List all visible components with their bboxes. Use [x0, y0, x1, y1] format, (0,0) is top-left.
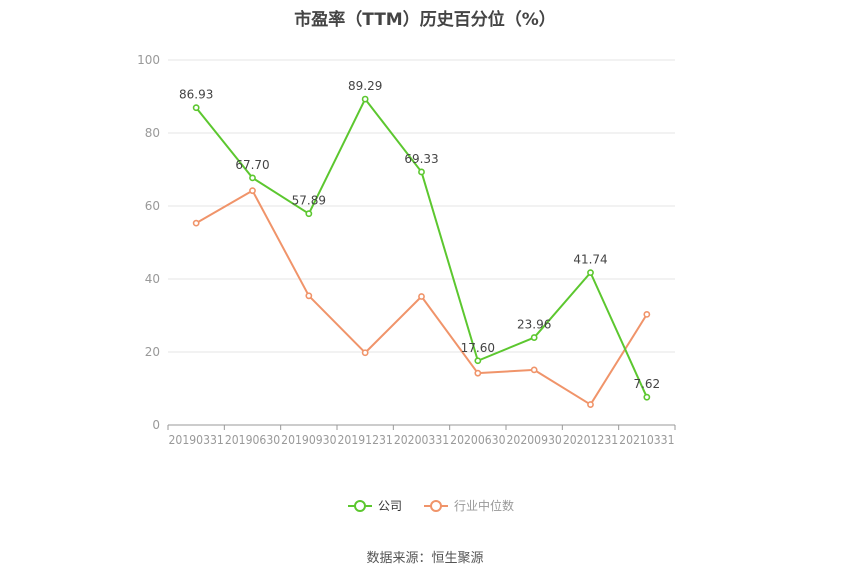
x-tick-label: 20190630 [225, 433, 280, 447]
grid-layer [168, 59, 675, 353]
series-layer [192, 95, 651, 408]
data-point [192, 104, 200, 112]
axis-layer: 0 20 40 60 80 100 20190331 20190630 20190930 2019… [137, 53, 676, 447]
data-label: 17.60 [461, 341, 495, 355]
data-point [418, 168, 425, 176]
y-tick-label: 0 [152, 418, 160, 432]
legend-label: 公司 [378, 499, 402, 513]
data-point [418, 293, 425, 300]
data-label: 69.33 [404, 152, 438, 166]
data-point [305, 292, 313, 300]
y-tick-label: 40 [145, 272, 160, 286]
data-point [361, 95, 369, 103]
data-point [474, 357, 482, 365]
x-tick-label: 20191231 [338, 433, 393, 447]
data-point [361, 349, 369, 357]
data-point [643, 393, 651, 401]
data-label-layer: 86.93 67.70 57.89 89.29 69.33 17.60 23.96 41.74… [179, 79, 660, 391]
data-point [530, 334, 538, 341]
legend-marker [430, 500, 442, 512]
y-tick-label: 20 [145, 345, 160, 359]
x-tick-label: 20190930 [281, 433, 336, 447]
data-point [587, 401, 594, 408]
data-label: 86.93 [179, 88, 213, 102]
source-note: 数据来源：恒生聚源 [366, 551, 484, 566]
legend-item-0[interactable]: 公司 [348, 499, 402, 513]
data-label: 7.62 [633, 377, 660, 391]
data-label: 89.29 [348, 79, 382, 93]
data-label: 23.96 [517, 318, 551, 332]
x-tick-label: 20190331 [169, 433, 224, 447]
data-label: 57.89 [292, 194, 326, 208]
y-tick-label: 80 [145, 126, 160, 140]
data-label: 41.74 [573, 253, 607, 267]
data-point [643, 311, 651, 318]
legend-marker [354, 500, 366, 512]
data-point [474, 369, 482, 377]
x-tick-label: 20201231 [563, 433, 618, 447]
x-tick-label: 20200930 [507, 433, 562, 447]
data-point [305, 210, 313, 218]
y-tick-label: 100 [137, 53, 160, 67]
data-label: 67.70 [235, 158, 269, 172]
data-point [530, 366, 538, 374]
data-point [249, 187, 256, 195]
x-tick-label: 20200331 [394, 433, 449, 447]
legend[interactable]: 公司 行业中位数 [348, 498, 514, 513]
legend-label: 行业中位数 [454, 498, 514, 513]
data-point [249, 174, 256, 182]
y-tick-label: 60 [145, 199, 160, 213]
chart-title: 市盈率（TTM）历史百分位（%） [294, 10, 556, 30]
legend-item-1[interactable]: 行业中位数 [424, 498, 514, 513]
data-point [587, 269, 594, 277]
x-tick-label: 20210331 [619, 433, 674, 447]
x-tick-label: 20200630 [450, 433, 505, 447]
data-point [192, 219, 200, 227]
